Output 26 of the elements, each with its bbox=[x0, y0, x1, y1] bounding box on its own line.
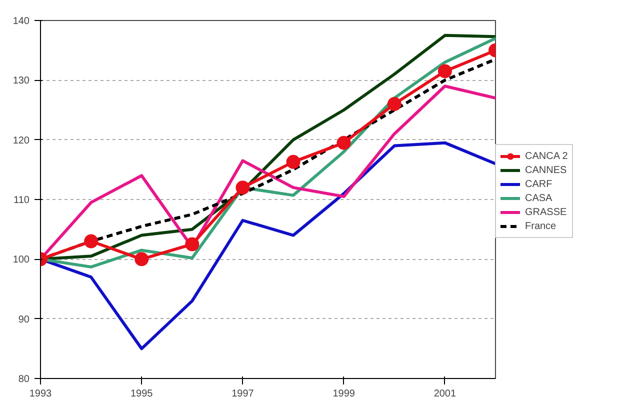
y-tick-label: 130 bbox=[12, 76, 30, 87]
legend-label: CARF bbox=[525, 178, 552, 191]
point bbox=[84, 234, 98, 248]
legend-label: CANCA 2 bbox=[525, 150, 568, 163]
y-tick-label: 100 bbox=[12, 254, 30, 266]
point bbox=[134, 252, 149, 266]
y-tick-label: 90 bbox=[18, 314, 30, 326]
legend-label: CASA bbox=[525, 192, 552, 205]
x-tick-label: 1997 bbox=[232, 388, 254, 400]
point bbox=[236, 180, 250, 195]
x-tick-label: 1993 bbox=[29, 388, 52, 400]
y-tick-label: 110 bbox=[14, 195, 30, 206]
point bbox=[286, 154, 300, 169]
point bbox=[185, 237, 200, 252]
legend-label: CANNES bbox=[525, 164, 567, 177]
legend-label: GRASSE bbox=[525, 206, 567, 219]
x-tick-label: 1995 bbox=[130, 388, 154, 400]
x-tick-label: 2001 bbox=[434, 388, 457, 400]
y-tick-label: 80 bbox=[18, 374, 30, 385]
point bbox=[336, 136, 351, 150]
y-tick-label: 120 bbox=[12, 135, 30, 146]
point bbox=[438, 64, 452, 78]
x-tick-label: 1999 bbox=[332, 388, 356, 400]
y-tick-label: 140 bbox=[12, 16, 30, 27]
point bbox=[387, 97, 402, 112]
legend-label: France bbox=[525, 220, 556, 233]
